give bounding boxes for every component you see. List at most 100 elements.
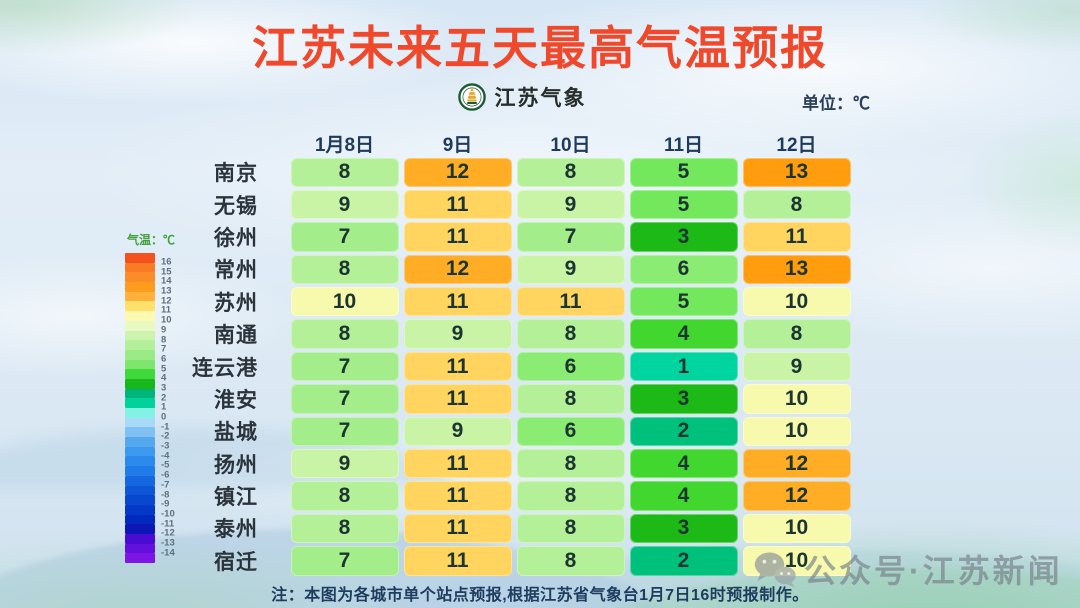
legend-band-row: 16: [125, 253, 215, 267]
city-label: 常州: [214, 259, 258, 283]
legend-band-row: 1: [125, 398, 215, 412]
legend-swatch: [125, 456, 155, 467]
legend-band-label: 13: [161, 285, 172, 297]
temp-cell: 11: [403, 189, 512, 220]
legend-swatch: [125, 330, 155, 341]
temp-cell: 8: [516, 449, 625, 479]
temp-cell: 6: [516, 351, 625, 382]
temp-cell: 8: [290, 157, 399, 187]
city-label: 扬州: [214, 453, 258, 477]
brand-name: 江苏气象: [494, 87, 587, 110]
legend-band-row: -13: [125, 533, 215, 548]
legend-bands: 16 15 14 13 12 11 10 9 8 7 6 5 4 3 2 1 0 -1 -2 -3 -4 -5 -6 -7 -8…: [125, 253, 215, 563]
legend-swatch: [125, 301, 155, 312]
legend-band-label: 11: [161, 304, 172, 316]
temp-cell: 2: [629, 416, 738, 447]
temp-cell: 11: [403, 546, 512, 576]
legend-band-label: -1: [161, 421, 170, 433]
temp-cell: 7: [290, 546, 399, 576]
watermark-text: 公众号·江苏新闻: [804, 553, 1063, 589]
legend-swatch: [125, 437, 155, 447]
legend-swatch: [125, 524, 155, 534]
legend-band-label: 14: [161, 275, 172, 287]
unit-label: 单位：℃: [802, 94, 870, 113]
legend-swatch: [125, 466, 155, 476]
legend-swatch: [125, 320, 155, 331]
city-label: 无锡: [214, 194, 258, 218]
temp-cell: 11: [403, 222, 512, 252]
city-label: 南京: [214, 162, 258, 186]
temp-cell: 9: [516, 254, 625, 285]
legend-band-label: -2: [161, 430, 170, 442]
temp-cell: 10: [742, 287, 851, 317]
temp-cell: 3: [629, 513, 738, 544]
temp-cell: 7: [290, 222, 399, 252]
legend-swatch: [125, 495, 155, 505]
temp-cell: 7: [290, 384, 399, 414]
temp-cell: 12: [403, 157, 512, 187]
temp-cell: 6: [629, 254, 738, 285]
temp-cell: 13: [742, 157, 851, 187]
temp-cell: 2: [629, 546, 738, 576]
legend-swatch: [125, 398, 155, 408]
legend-band-row: 7: [125, 340, 215, 354]
legend-swatch: [125, 282, 155, 292]
legend-band-row: -6: [125, 466, 215, 480]
legend-band-label: 9: [161, 324, 167, 336]
legend-swatch: [125, 427, 155, 438]
legend-band-row: 5: [125, 359, 215, 373]
temp-cell: 10: [742, 416, 851, 447]
temperature-legend: 气温：℃ 16 15 14 13 12 11 10 9 8 7 6 5 4 3 2 1 0 -1 -2 -3 -4 -5-…: [125, 231, 215, 563]
legend-swatch: [125, 359, 155, 370]
legend-band-row: -14: [125, 543, 215, 557]
temp-cell: 13: [742, 254, 851, 285]
temp-cell: 11: [742, 222, 851, 252]
temp-cell: 7: [516, 222, 625, 252]
legend-swatch: [125, 408, 155, 418]
legend-swatch: [125, 369, 155, 379]
legend-band-row: 8: [125, 330, 215, 344]
legend-swatch: [125, 553, 155, 563]
temp-cell: 9: [742, 351, 851, 382]
temp-cell: 8: [290, 481, 399, 511]
legend-band-label: 16: [161, 256, 172, 268]
legend-band-row: 13: [125, 282, 215, 296]
legend-swatch: [125, 475, 155, 486]
legend-band-label: -13: [161, 537, 175, 549]
temp-cell: 5: [629, 287, 738, 317]
legend-band-row: 10: [125, 311, 215, 325]
legend-band-label: 5: [161, 363, 167, 375]
temp-cell: 10: [742, 513, 851, 544]
legend-band-row: -12: [125, 524, 215, 538]
legend-band-label: 7: [161, 343, 167, 355]
legend-band-row: 2: [125, 388, 215, 402]
temp-cell: 5: [629, 189, 738, 220]
city-label: 淮安: [214, 388, 258, 412]
temp-cell: 4: [629, 481, 738, 511]
temp-cell: 9: [403, 416, 512, 447]
city-label: 盐城: [214, 421, 258, 445]
legend-band-row: -10: [125, 504, 215, 519]
date-header-cell: 12日: [776, 134, 817, 156]
legend-band-row: -2: [125, 427, 215, 441]
legend-swatch: [125, 349, 155, 360]
legend-swatch: [125, 485, 155, 496]
temp-cell: 8: [516, 157, 625, 187]
temp-cell: 8: [290, 513, 399, 544]
temp-cell: 9: [290, 449, 399, 479]
brand-row: 江苏气象: [0, 82, 1062, 112]
legend-swatch: [125, 253, 155, 263]
temp-cell: 11: [403, 481, 512, 511]
legend-band-row: 9: [125, 320, 215, 335]
legend-band-row: -5: [125, 456, 215, 470]
temp-cell: 11: [403, 351, 512, 382]
temp-cell: 9: [403, 319, 512, 349]
legend-band-label: -11: [161, 518, 175, 530]
legend-band-row: -1: [125, 417, 215, 431]
city-label: 宿迁: [214, 550, 258, 574]
temp-cell: 3: [629, 384, 738, 414]
legend-band-label: -10: [161, 508, 175, 520]
legend-swatch: [125, 446, 155, 457]
legend-band-label: 0: [161, 411, 167, 423]
wechat-icon: [752, 549, 798, 589]
